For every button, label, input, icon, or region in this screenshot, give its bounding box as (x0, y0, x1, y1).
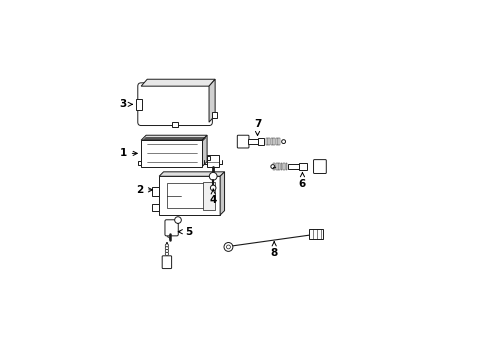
Bar (207, 155, 219, 167)
Circle shape (174, 217, 181, 223)
Polygon shape (220, 172, 224, 215)
Bar (287, 164, 300, 169)
Polygon shape (141, 79, 215, 86)
Circle shape (226, 245, 230, 249)
FancyBboxPatch shape (162, 256, 171, 269)
FancyBboxPatch shape (313, 159, 325, 174)
Bar (172, 122, 178, 127)
Circle shape (224, 243, 232, 251)
Text: 4: 4 (209, 189, 217, 205)
Bar (257, 138, 264, 145)
Bar (280, 163, 282, 170)
Bar (278, 138, 280, 145)
Circle shape (210, 185, 216, 191)
Bar (275, 163, 277, 170)
Polygon shape (159, 172, 224, 176)
Circle shape (165, 252, 168, 256)
Bar (203, 182, 214, 210)
Circle shape (165, 247, 168, 250)
Bar (278, 163, 280, 170)
Polygon shape (202, 135, 207, 167)
Bar (285, 163, 287, 170)
Bar (247, 139, 259, 144)
Bar (299, 163, 307, 170)
FancyBboxPatch shape (237, 135, 248, 148)
Text: 6: 6 (298, 172, 305, 189)
Bar (273, 138, 275, 145)
Text: 3: 3 (119, 99, 132, 109)
Text: 1: 1 (119, 148, 137, 158)
Bar (212, 112, 216, 118)
Bar (265, 138, 267, 145)
Text: 7: 7 (253, 118, 261, 135)
Circle shape (165, 249, 168, 253)
Circle shape (281, 140, 285, 144)
Bar (270, 138, 272, 145)
Bar (283, 163, 285, 170)
Bar (159, 176, 220, 215)
Bar (207, 156, 209, 160)
Bar (141, 140, 202, 167)
Bar (136, 99, 142, 109)
Polygon shape (208, 79, 215, 122)
Polygon shape (141, 135, 207, 140)
Circle shape (209, 172, 217, 180)
Bar (138, 161, 141, 165)
Bar (268, 138, 270, 145)
Text: 8: 8 (270, 242, 277, 258)
FancyBboxPatch shape (164, 220, 178, 236)
Bar (152, 187, 159, 195)
FancyBboxPatch shape (138, 83, 212, 126)
Text: 2: 2 (136, 185, 152, 195)
Bar (275, 138, 277, 145)
Bar (152, 204, 159, 211)
Text: 5: 5 (178, 227, 192, 237)
Circle shape (165, 244, 168, 247)
Bar (273, 163, 274, 170)
Circle shape (270, 165, 274, 168)
Bar (167, 183, 208, 208)
Bar (309, 229, 322, 239)
